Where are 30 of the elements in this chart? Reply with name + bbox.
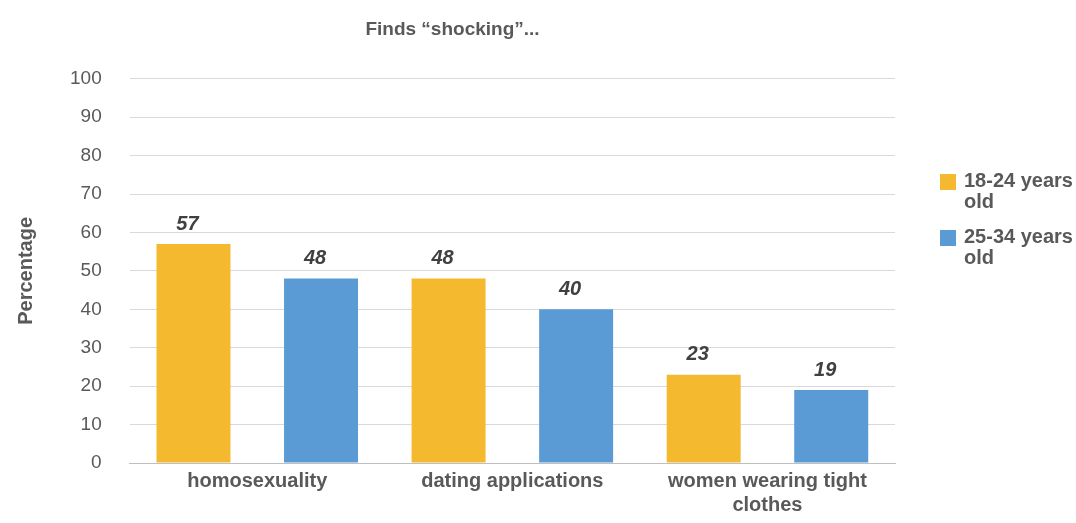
data-label: 19 [814, 357, 838, 380]
bar [411, 278, 486, 463]
data-label: 40 [558, 276, 582, 299]
y-tick-label: 100 [70, 67, 102, 89]
legend-label: 25-34 years old [964, 225, 1074, 268]
y-tick-label: 30 [80, 335, 102, 357]
bar [156, 244, 231, 463]
bar [666, 374, 741, 463]
data-label: 23 [685, 342, 709, 365]
x-tick-label: homosexuality [187, 468, 329, 491]
legend-label: 18-24 years old [964, 169, 1074, 212]
y-tick-label: 40 [80, 297, 102, 319]
x-tick-label: dating applications [421, 468, 604, 491]
chart-title: Finds “shocking”... [365, 17, 540, 39]
y-tick-label: 60 [80, 220, 102, 242]
y-tick-label: 20 [80, 374, 102, 396]
bar [794, 390, 869, 463]
bar [284, 278, 359, 463]
y-tick-label: 0 [91, 451, 102, 473]
y-tick-label: 70 [80, 182, 102, 204]
x-tick-label: women wearing tight clothes [667, 468, 868, 515]
data-label: 48 [302, 246, 328, 269]
data-label: 57 [176, 211, 200, 234]
y-tick-label: 90 [80, 105, 102, 127]
data-label: 48 [430, 246, 455, 269]
y-tick-label: 80 [80, 143, 102, 165]
y-tick-label: 50 [80, 259, 102, 281]
bar [539, 309, 614, 463]
y-axis-title: Percentage [13, 216, 36, 325]
y-tick-label: 10 [80, 412, 102, 434]
